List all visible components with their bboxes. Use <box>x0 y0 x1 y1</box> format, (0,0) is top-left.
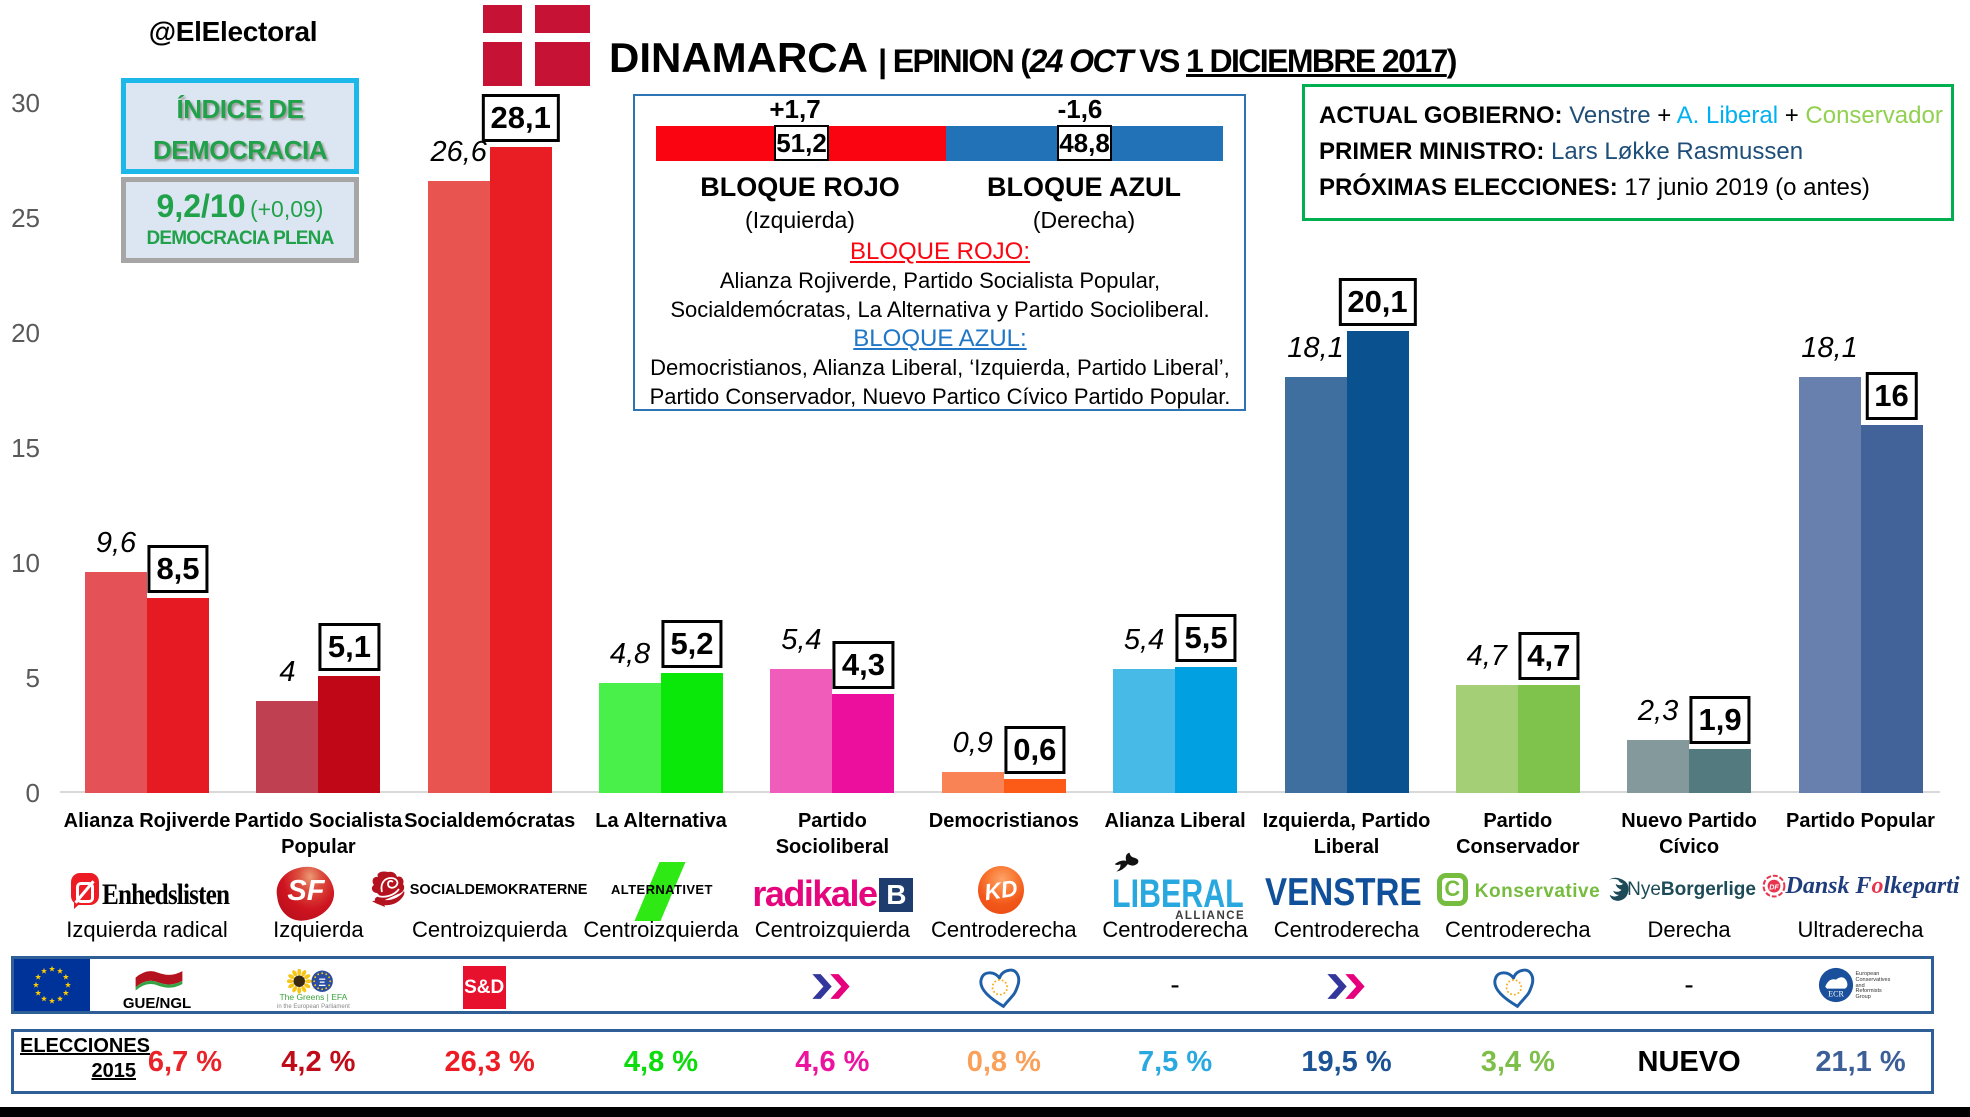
svg-text:ECR: ECR <box>1828 990 1844 999</box>
svg-text:DF: DF <box>1769 882 1779 891</box>
svg-text:Ξ: Ξ <box>319 977 326 989</box>
